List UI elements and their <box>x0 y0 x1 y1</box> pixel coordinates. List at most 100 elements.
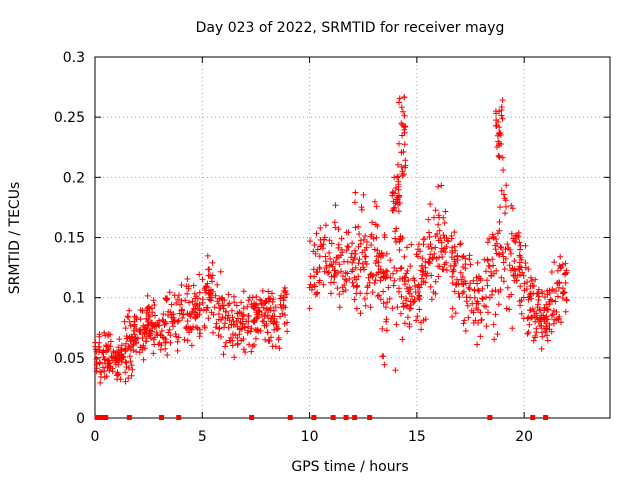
data-point <box>496 154 503 161</box>
gap-marker <box>249 415 255 420</box>
data-point <box>145 311 152 318</box>
data-point <box>509 265 516 272</box>
data-point <box>251 341 258 348</box>
data-point <box>184 290 191 297</box>
data-point <box>406 323 413 330</box>
data-point <box>277 313 284 320</box>
data-point <box>494 331 501 338</box>
data-point <box>355 260 362 267</box>
data-point <box>284 328 291 335</box>
data-point <box>484 277 490 284</box>
data-point <box>145 304 151 311</box>
data-point <box>383 250 390 257</box>
data-point <box>102 332 109 339</box>
data-point <box>173 333 180 340</box>
data-point <box>419 255 426 262</box>
data-point <box>499 97 506 104</box>
data-point <box>416 306 423 313</box>
y-tick-label: 0.15 <box>54 231 85 247</box>
tick-labels: 0 0.05 0.1 0.15 0.2 0.25 0.3 0 5 10 15 20 <box>54 50 533 445</box>
data-point <box>251 304 258 311</box>
data-point <box>550 320 557 327</box>
data-point <box>200 306 207 313</box>
data-point <box>225 324 232 331</box>
data-point <box>235 315 241 322</box>
data-point <box>240 305 247 312</box>
data-point <box>312 250 319 257</box>
data-point <box>459 254 466 260</box>
data-point <box>197 307 203 314</box>
data-point <box>282 312 288 318</box>
data-point <box>390 207 397 214</box>
data-point <box>503 182 510 189</box>
data-point <box>184 310 191 317</box>
data-point <box>449 244 456 251</box>
data-point <box>202 284 209 291</box>
data-point <box>184 337 191 344</box>
data-point <box>465 314 472 321</box>
data-point <box>174 296 181 303</box>
data-point <box>532 334 539 341</box>
data-point <box>406 305 413 312</box>
data-point <box>162 338 169 345</box>
data-point <box>496 219 503 225</box>
data-point <box>341 258 347 265</box>
data-point <box>177 301 183 308</box>
data-point <box>379 325 386 332</box>
data-point <box>514 234 520 240</box>
data-point <box>352 247 358 254</box>
data-point <box>372 277 379 284</box>
data-point <box>225 312 232 319</box>
data-point <box>512 238 519 245</box>
data-point <box>529 278 535 284</box>
data-point <box>307 273 314 280</box>
data-point <box>484 239 491 246</box>
data-point <box>373 234 380 241</box>
x-axis-label: GPS time / hours <box>291 459 408 475</box>
data-point <box>374 223 381 229</box>
data-point <box>396 99 402 106</box>
data-point <box>147 335 154 342</box>
data-point <box>194 325 201 332</box>
data-point <box>183 283 190 290</box>
data-point <box>506 293 513 300</box>
data-point <box>404 244 410 251</box>
data-point <box>122 369 129 376</box>
data-point <box>148 323 155 329</box>
data-point <box>194 295 201 302</box>
data-point <box>168 314 175 321</box>
data-point <box>422 258 429 265</box>
data-point <box>563 267 570 274</box>
data-point <box>546 326 553 333</box>
data-point <box>404 267 411 274</box>
data-point <box>248 348 255 355</box>
data-point <box>259 301 265 308</box>
data-point <box>179 306 185 313</box>
data-point <box>220 351 227 358</box>
data-point <box>525 329 532 336</box>
data-point <box>543 320 550 327</box>
data-point <box>332 267 338 274</box>
data-point <box>397 276 403 282</box>
y-tick-label: 0.2 <box>63 170 85 186</box>
data-point <box>97 379 104 386</box>
data-point <box>168 301 175 308</box>
data-point <box>101 374 108 381</box>
data-point <box>472 317 479 324</box>
data-point <box>465 284 472 291</box>
data-point <box>334 285 341 292</box>
data-point <box>144 305 151 312</box>
data-point <box>422 264 429 271</box>
data-point <box>399 168 406 175</box>
data-point <box>372 260 379 267</box>
data-point <box>393 321 400 328</box>
data-point <box>451 288 458 295</box>
gap-marker <box>103 415 109 420</box>
data-point <box>101 329 108 336</box>
x-tick-label: 5 <box>198 429 207 445</box>
data-point <box>313 230 320 237</box>
data-point <box>396 238 403 245</box>
data-point <box>356 231 363 237</box>
data-point <box>101 356 108 362</box>
data-point <box>398 104 405 111</box>
